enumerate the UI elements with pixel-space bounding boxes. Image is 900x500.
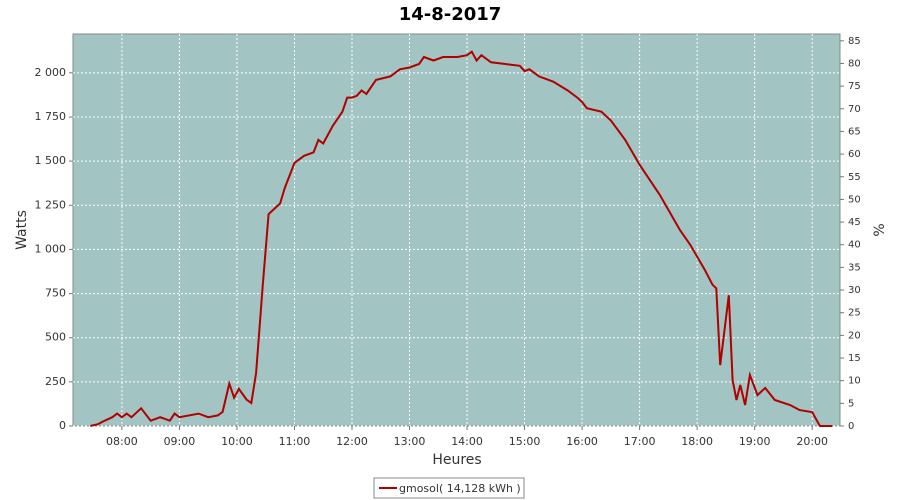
x-tick-label: 10:00 xyxy=(221,435,253,448)
chart-title: 14-8-2017 xyxy=(399,4,502,25)
y2-tick-label: 55 xyxy=(848,172,861,183)
y2-axis-label: % xyxy=(872,223,888,236)
y2-tick-label: 35 xyxy=(848,262,861,273)
y-tick-label: 1 000 xyxy=(35,242,67,255)
x-tick-label: 16:00 xyxy=(566,435,598,448)
y2-tick-label: 80 xyxy=(848,58,861,69)
x-tick-label: 19:00 xyxy=(739,435,771,448)
y2-tick-label: 15 xyxy=(848,353,861,364)
x-tick-label: 20:00 xyxy=(796,435,828,448)
y2-tick-label: 45 xyxy=(848,217,861,228)
y2-tick-label: 65 xyxy=(848,126,861,137)
x-axis-label: Heures xyxy=(432,452,481,468)
x-tick-label: 17:00 xyxy=(624,435,656,448)
y2-tick-label: 70 xyxy=(848,104,861,115)
y2-tick-label: 60 xyxy=(848,149,861,160)
x-tick-label: 09:00 xyxy=(164,435,196,448)
y2-tick-label: 40 xyxy=(848,240,861,251)
y2-tick-label: 85 xyxy=(848,36,861,47)
y2-tick-label: 50 xyxy=(848,194,861,205)
plot-background xyxy=(72,33,841,427)
legend xyxy=(373,477,525,499)
y-tick-label: 250 xyxy=(45,375,66,388)
x-tick-label: 13:00 xyxy=(394,435,426,448)
y2-tick-label: 20 xyxy=(848,330,861,341)
y-tick-label: 2 000 xyxy=(35,66,67,79)
y2-tick-label: 10 xyxy=(848,376,861,387)
legend-label: gmosol( 14,128 kWh ) xyxy=(399,482,521,495)
x-tick-label: 11:00 xyxy=(279,435,311,448)
y2-tick-label: 0 xyxy=(848,421,854,432)
y-tick-label: 1 500 xyxy=(35,154,67,167)
y2-tick-label: 25 xyxy=(848,308,861,319)
y-tick-label: 1 750 xyxy=(35,110,67,123)
series-line xyxy=(90,50,833,427)
x-tick-label: 15:00 xyxy=(509,435,541,448)
y2-tick-label: 30 xyxy=(848,285,861,296)
y-tick-label: 750 xyxy=(45,287,66,300)
x-tick-label: 14:00 xyxy=(451,435,483,448)
y-tick-label: 500 xyxy=(45,331,66,344)
x-tick-label: 12:00 xyxy=(336,435,368,448)
y2-tick-label: 75 xyxy=(848,81,861,92)
y-tick-label: 1 250 xyxy=(35,198,67,211)
x-tick-label: 08:00 xyxy=(106,435,138,448)
y-axis-label: Watts xyxy=(14,210,30,250)
y-tick-label: 0 xyxy=(59,419,66,432)
y2-tick-label: 5 xyxy=(848,398,854,409)
x-tick-label: 18:00 xyxy=(681,435,713,448)
